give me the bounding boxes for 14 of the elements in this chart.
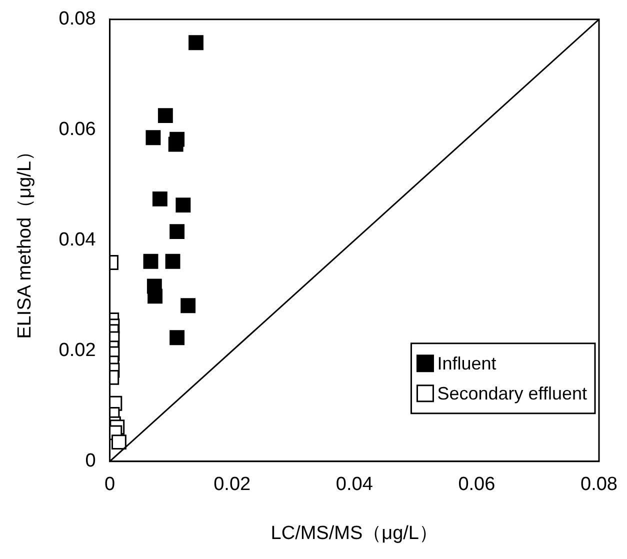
y-tick-label: 0.08 (58, 8, 96, 30)
x-tick-label: 0.02 (214, 474, 251, 496)
x-tick-label: 0 (104, 474, 116, 496)
y-tick-label: 0.02 (58, 340, 96, 362)
x-tick-label: 0.04 (336, 474, 374, 496)
legend-label: Secondary effluent (437, 383, 588, 404)
legend-label: Influent (437, 353, 496, 374)
y-tick-label: 0 (85, 450, 96, 472)
x-tick-label: 0.08 (580, 474, 618, 496)
x-tick-label: 0.06 (458, 474, 496, 496)
y-tick-label: 0.06 (58, 119, 96, 140)
y-tick-label: 0.04 (58, 230, 96, 251)
x-axis-title: LC/MS/MS（μg/L） (270, 522, 438, 544)
y-axis-title: ELISA method（μg/L） (14, 142, 36, 339)
